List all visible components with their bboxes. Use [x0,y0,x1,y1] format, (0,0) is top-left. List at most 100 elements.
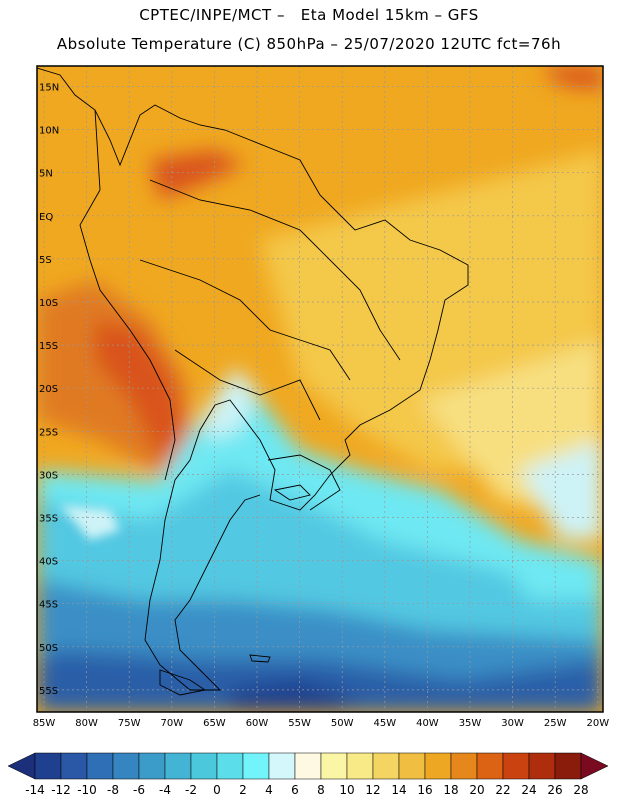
map-border [36,65,604,713]
colorbar-labels: -14 -12 -10 -8 -6 -4 -2 0 2 4 6 8 10 12 14 16 18 20 22 24 26… [25,783,588,797]
colorbar-label: 18 [443,783,458,797]
lon-label: 30W [501,718,524,729]
cyan-east-zone [500,560,603,600]
chart-title-variable: Absolute Temperature (C) 850hPa – 25/07/… [56,35,562,53]
colorbar-swatch [424,752,452,780]
colorbar-swatch [450,752,478,780]
colorbar-swatch [476,752,504,780]
lagoon [273,484,311,501]
lat-label: 25S [39,427,58,438]
colorbar-swatch [86,752,114,780]
colorbar-label: -14 [25,783,45,797]
colorbar-swatch [112,752,140,780]
lat-label: 35S [39,514,58,525]
tierra-del-fuego [159,669,207,696]
colorbar-swatch [138,752,166,780]
red-north-andes-zone [150,150,245,200]
colorbar-label: 10 [339,783,354,797]
lon-label: 85W [33,718,56,729]
colorbar-swatch [346,752,374,780]
lat-label: 50S [39,643,58,654]
pale-cool-zone-west [60,505,120,540]
lon-label: 55W [288,718,311,729]
border-uruguay [267,454,341,511]
lat-label: 55S [39,686,58,697]
colorbar [7,752,609,780]
colorbar-label: 6 [291,783,299,797]
colorbar-swatch [60,752,88,780]
lon-label: 40W [416,718,439,729]
lon-label: 25W [544,718,567,729]
colorbar-swatch [242,752,270,780]
coastlines-borders [37,67,469,696]
red-andes-zone [95,320,185,460]
blue-deep-zone [230,680,360,712]
colorbar-swatch [34,752,62,780]
colorbar-label: 20 [469,783,484,797]
colorbar-label: -4 [159,783,171,797]
blue-dark-zone [37,650,603,712]
border-south [174,349,321,421]
colorbar-swatch [190,752,218,780]
colorbar-label: -8 [107,783,119,797]
colorbar-label: 0 [213,783,221,797]
colorbar-label: 4 [265,783,273,797]
lat-label: 5N [39,169,53,180]
continent-outline [37,67,469,691]
lat-label: 45S [39,600,58,611]
lon-label: 80W [75,718,98,729]
colorbar-label: 24 [521,783,536,797]
border-north [149,179,401,361]
lat-lon-grid [37,66,603,712]
west-coast [79,109,176,481]
colorbar-label: 14 [391,783,406,797]
colorbar-swatch [216,752,244,780]
lon-label: 70W [160,718,183,729]
lon-label: 75W [118,718,141,729]
colorbar-label: 28 [573,783,588,797]
colorbar-swatch [528,752,556,780]
colorbar-label: 26 [547,783,562,797]
colorbar-swatch [320,752,348,780]
colorbar-label: 2 [239,783,247,797]
colorbar-label: -6 [133,783,145,797]
lat-label: 5S [39,255,52,266]
colorbar-swatch [372,752,400,780]
lon-label: 35W [459,718,482,729]
red-caribbean-zone [540,66,603,90]
lat-label: 10S [39,298,58,309]
colorbar-label: 12 [365,783,380,797]
colorbar-label: -10 [77,783,97,797]
pale-cool-zone-east [520,440,603,540]
colorbar-label: -12 [51,783,71,797]
lon-label: 65W [203,718,226,729]
lat-label: 20S [39,384,58,395]
lat-label: 15N [39,83,59,94]
lat-label: 40S [39,557,58,568]
colorbar-high-arrow [580,752,609,780]
colorbar-swatch [268,752,296,780]
lon-label: 60W [246,718,269,729]
colorbar-swatch [164,752,192,780]
border-central [139,259,351,381]
lat-label: EQ [39,212,53,223]
colorbar-swatch [502,752,530,780]
colorbar-swatch [554,752,582,780]
colorbar-swatch [398,752,426,780]
falkland-islands [249,654,271,663]
lon-label: 45W [373,718,396,729]
chart-title-model: CPTEC/INPE/MCT – Eta Model 15km – GFS [139,6,479,24]
colorbar-low-arrow [7,752,36,780]
lat-label: 10N [39,126,59,137]
colorbar-label: 8 [317,783,325,797]
lon-label: 50W [331,718,354,729]
lat-label: 30S [39,470,58,481]
latitude-labels: 15N 10N 5N EQ 5S 10S 15S 20S 25S 30S 35S 40S 45S 50S 5… [39,83,59,697]
lat-label: 15S [39,341,58,352]
colorbar-label: 22 [495,783,510,797]
colorbar-label: -2 [185,783,197,797]
lon-label: 20W [586,718,609,729]
colorbar-label: 16 [417,783,432,797]
temperature-field [37,66,603,712]
